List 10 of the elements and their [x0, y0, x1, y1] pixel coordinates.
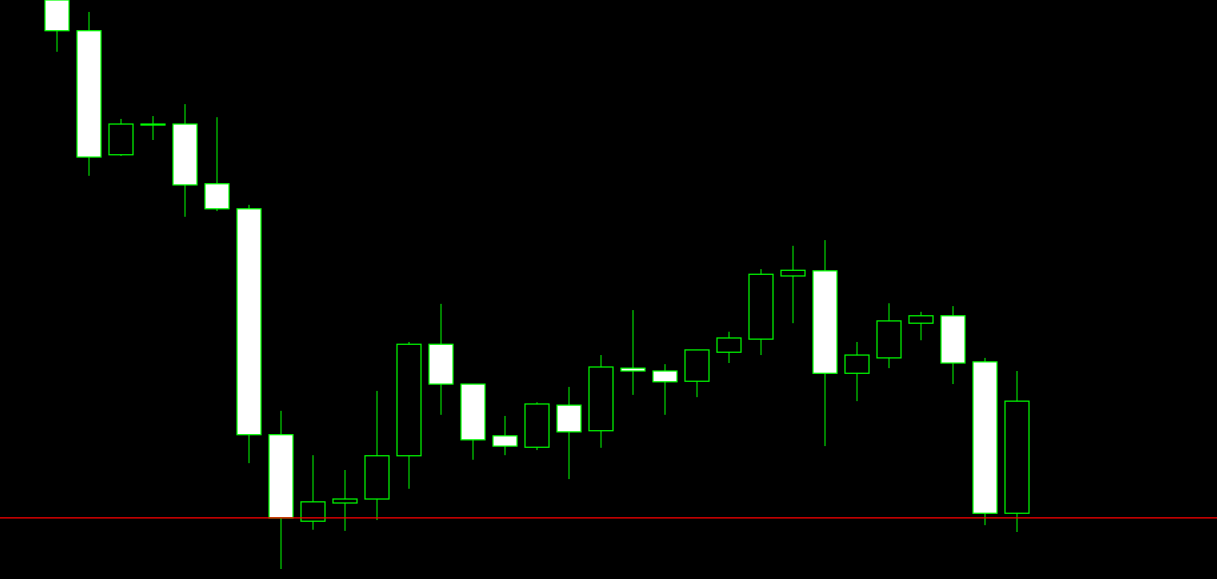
candlestick: [300, 454, 326, 531]
candlestick: [332, 469, 358, 532]
candlestick: [492, 415, 518, 456]
candlestick: [140, 115, 166, 141]
candlestick: [716, 331, 742, 364]
candlestick: [780, 245, 806, 324]
candlestick: [652, 363, 678, 416]
candlestick: [908, 311, 934, 341]
candlestick: [620, 309, 646, 396]
candlestick: [844, 341, 870, 402]
